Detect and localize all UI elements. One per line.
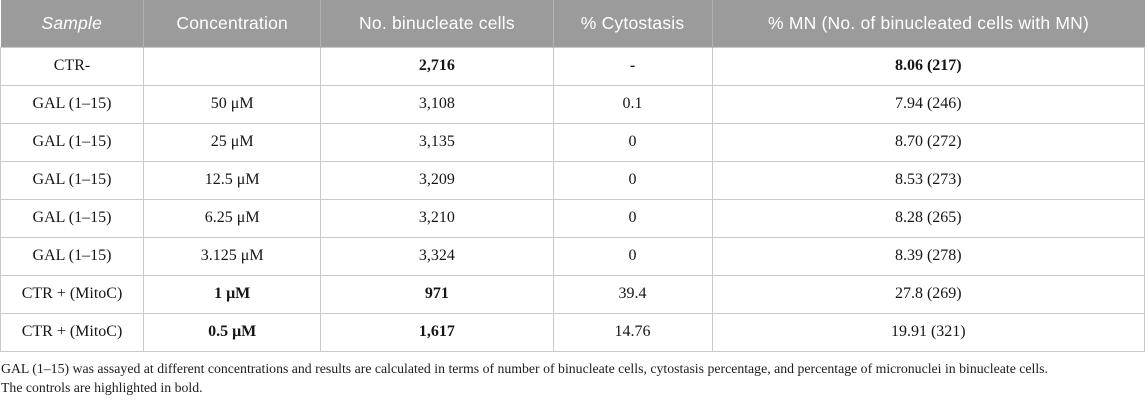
table-header: Sample Concentration No. binucleate cell…	[0, 0, 1145, 47]
table-cell: 0	[552, 160, 713, 200]
table-body: CTR- 2,716-8.06 (217) GAL (1–15) 50 μM 3,108…	[0, 46, 1145, 352]
table-cell: 0.1	[552, 84, 713, 124]
table-cell: 2,716	[320, 46, 554, 86]
table-cell: CTR-	[0, 46, 144, 86]
table-row: GAL (1–15) 6.25 μM 3,210 0 8.28 (265)	[0, 198, 1145, 238]
table-cell: 3,210	[320, 198, 554, 238]
footnote-line-1: GAL (1–15) was assayed at different conc…	[1, 360, 1049, 376]
table-cell: 27.8 (269)	[711, 274, 1145, 314]
table-cell: 12.5 μM	[142, 160, 322, 200]
table-cell: CTR + (MitoC)	[0, 274, 144, 314]
table-cell: 6.25 μM	[142, 198, 322, 238]
table-row: GAL (1–15) 3.125 μM 3,324 0 8.39 (278)	[0, 236, 1145, 276]
table-cell: 3,324	[320, 236, 554, 276]
table-row: CTR- 2,716-8.06 (217)	[0, 46, 1145, 86]
table-row: GAL (1–15) 50 μM 3,108 0.1 7.94 (246)	[0, 84, 1145, 124]
column-header-cytostasis: % Cytostasis	[552, 0, 713, 47]
table-cell: GAL (1–15)	[0, 160, 144, 200]
table-row: GAL (1–15) 25 μM 3,135 0 8.70 (272)	[0, 122, 1145, 162]
table-cell: 971	[320, 274, 554, 314]
table-cell: GAL (1–15)	[0, 236, 144, 276]
table-footnote: GAL (1–15) was assayed at different conc…	[1, 359, 1145, 398]
table-cell: 0	[552, 122, 713, 162]
footnote-line-2: The controls are highlighted in bold.	[1, 379, 203, 395]
table-cell: 50 μM	[142, 84, 322, 124]
table-cell: 19.91 (321)	[711, 312, 1145, 352]
table-cell: 8.06 (217)	[711, 46, 1145, 86]
table-cell: 1 μM	[142, 274, 322, 314]
table-cell: 3.125 μM	[142, 236, 322, 276]
table-cell: 0.5 μM	[142, 312, 322, 352]
table-cell: 39.4	[552, 274, 713, 314]
column-header-concentration: Concentration	[142, 0, 321, 47]
table-cell: 8.39 (278)	[711, 236, 1145, 276]
table-cell: 0	[552, 236, 713, 276]
table-cell: 3,209	[320, 160, 554, 200]
table-cell: GAL (1–15)	[0, 198, 144, 238]
table-row: CTR + (MitoC) 1 μM 971 39.4 27.8 (269)	[0, 274, 1145, 314]
table-cell: 8.28 (265)	[711, 198, 1145, 238]
table-cell: 1,617	[320, 312, 554, 352]
table-cell	[142, 46, 322, 86]
table-cell: GAL (1–15)	[0, 122, 144, 162]
table-row: GAL (1–15) 12.5 μM 3,209 0 8.53 (273)	[0, 160, 1145, 200]
table-cell: 3,135	[320, 122, 554, 162]
table-cell: 3,108	[320, 84, 554, 124]
table-cell: 14.76	[552, 312, 713, 352]
table-cell: -	[552, 46, 713, 86]
table-cell: 8.53 (273)	[711, 160, 1145, 200]
table-row: CTR + (MitoC) 0.5 μM 1,617 14.76 19.91 (321)	[0, 312, 1145, 352]
table-cell: 8.70 (272)	[711, 122, 1145, 162]
table-cell: 0	[552, 198, 713, 238]
table-cell: 25 μM	[142, 122, 322, 162]
header-row: Sample Concentration No. binucleate cell…	[0, 0, 1145, 47]
column-header-sample: Sample	[0, 0, 144, 47]
table-cell: CTR + (MitoC)	[0, 312, 144, 352]
table-cell: 7.94 (246)	[711, 84, 1145, 124]
table-cell: GAL (1–15)	[0, 84, 144, 124]
column-header-mn: % MN (No. of binucleated cells with MN)	[711, 0, 1145, 47]
column-header-binucleate-cells: No. binucleate cells	[320, 0, 554, 47]
results-table: Sample Concentration No. binucleate cell…	[0, 0, 1145, 352]
